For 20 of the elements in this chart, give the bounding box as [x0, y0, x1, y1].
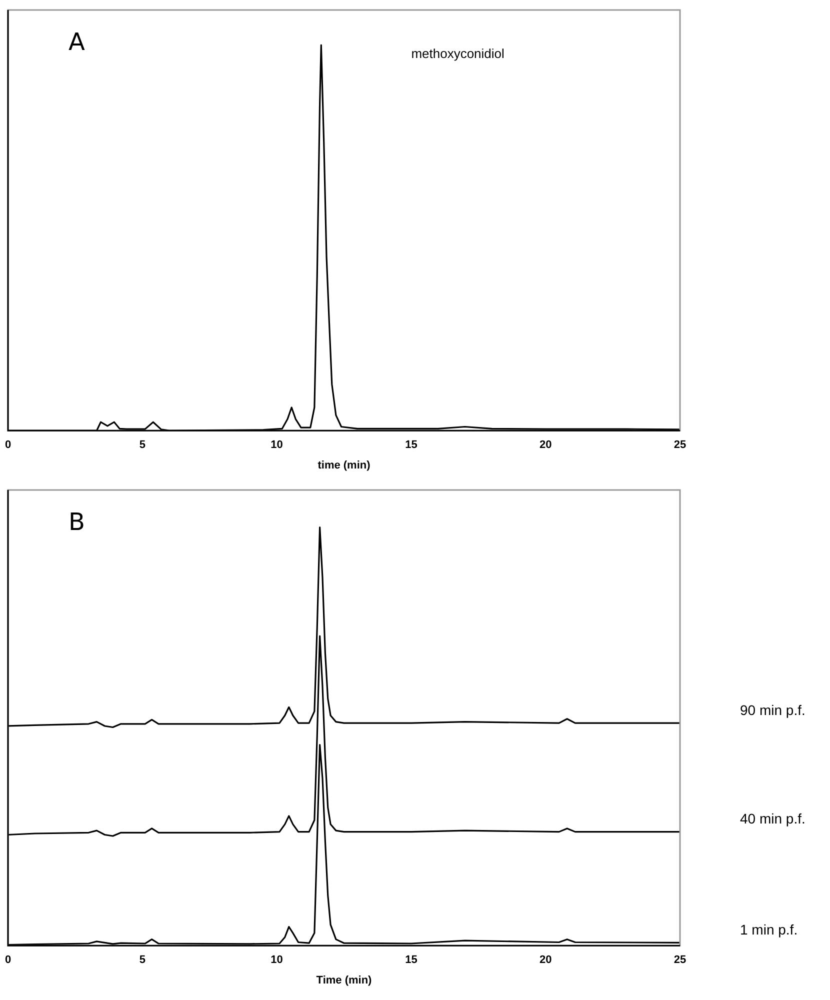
chart-title: A: [68, 28, 86, 56]
x-tick-label: 0: [4, 954, 12, 966]
annotation: methoxyconidiol: [411, 46, 505, 62]
x-axis-title: time (min): [318, 459, 371, 472]
text: 1 min p.f.: [740, 922, 798, 938]
x-axis-title: Time (min): [316, 974, 372, 986]
x-tick-label: 0: [4, 439, 12, 452]
chart-title: B: [68, 508, 85, 536]
x-tick-label: 5: [139, 954, 146, 966]
x-tick-label: 25: [674, 439, 686, 452]
x-tick-label: 10: [270, 439, 283, 452]
text: 90 min p.f.: [740, 702, 806, 718]
x-tick-label: 5: [139, 439, 146, 452]
x-tick-label: 25: [674, 954, 686, 966]
x-tick-label: 20: [539, 954, 552, 966]
x-tick-label: 15: [405, 439, 418, 452]
x-tick-label: 20: [539, 439, 552, 452]
x-tick-label: 10: [270, 954, 283, 966]
text: 40 min p.f.: [740, 810, 806, 827]
x-tick-label: 15: [405, 954, 418, 966]
